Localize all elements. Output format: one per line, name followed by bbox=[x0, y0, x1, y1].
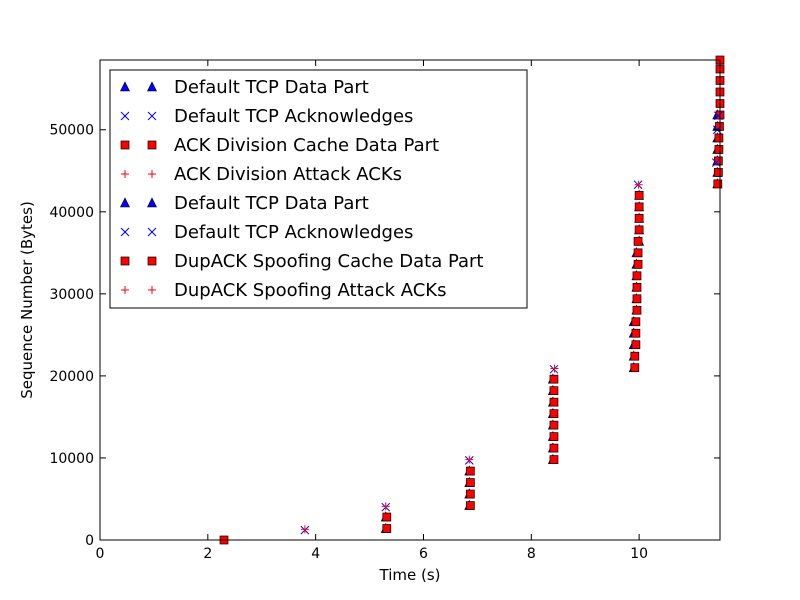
series-2-point-9 bbox=[549, 432, 559, 441]
legend-marker-0-a bbox=[120, 81, 130, 92]
series-2-point-13 bbox=[549, 386, 559, 396]
series-2-point-29 bbox=[634, 202, 644, 212]
series-2-point-14 bbox=[549, 374, 559, 384]
x-tick-label-2: 4 bbox=[311, 546, 320, 562]
series-2-point-27 bbox=[634, 225, 644, 235]
legend-marker-4-b bbox=[147, 197, 157, 208]
series-2-point-3 bbox=[466, 501, 475, 510]
legend-marker-1-b bbox=[147, 111, 157, 121]
legend-label-2: ACK Division Cache Data Part bbox=[174, 135, 439, 156]
series-2-point-28 bbox=[634, 214, 644, 223]
series-2-point-2 bbox=[382, 512, 392, 522]
series-1-point-3 bbox=[549, 364, 559, 374]
legend-label-6: DupACK Spoofing Cache Data Part bbox=[174, 251, 484, 272]
series-2-point-23 bbox=[632, 271, 642, 281]
series-2-point-11 bbox=[549, 409, 559, 418]
x-tick-label-1: 2 bbox=[203, 546, 212, 562]
series-2-point-34 bbox=[714, 145, 724, 154]
legend: Default TCP Data Part Default TCP Acknowl… bbox=[109, 69, 528, 309]
legend-marker-3-a bbox=[121, 170, 129, 178]
x-tick-label-0: 0 bbox=[96, 546, 105, 562]
series-2-point-19 bbox=[631, 317, 641, 327]
series-2-point-5 bbox=[466, 478, 475, 487]
legend-marker-4-a bbox=[120, 197, 130, 208]
series-2-point-21 bbox=[632, 294, 642, 304]
y-tick-label-5: 50000 bbox=[49, 123, 94, 139]
y-tick-label-1: 10000 bbox=[49, 451, 94, 467]
x-tick-label-4: 8 bbox=[527, 546, 536, 562]
x-axis-label: Time (s) bbox=[379, 566, 441, 584]
y-tick-label-0: 0 bbox=[85, 533, 94, 549]
series-2-point-18 bbox=[631, 328, 641, 338]
legend-label-3: ACK Division Attack ACKs bbox=[174, 164, 402, 185]
series-2-point-30 bbox=[634, 191, 644, 200]
legend-label-1: Default TCP Acknowledges bbox=[174, 106, 413, 127]
legend-box bbox=[109, 69, 528, 309]
y-axis-label: Sequence Number (Bytes) bbox=[18, 201, 36, 399]
legend-marker-1-a bbox=[120, 111, 130, 121]
series-2-point-4 bbox=[466, 489, 475, 499]
legend-marker-7-a bbox=[121, 286, 129, 294]
legend-marker-5-b bbox=[147, 227, 157, 237]
legend-marker-2-a bbox=[120, 140, 130, 150]
series-2-point-7 bbox=[549, 455, 559, 464]
legend-label-5: Default TCP Acknowledges bbox=[174, 222, 413, 243]
series-1-point-7 bbox=[714, 111, 723, 121]
legend-marker-3-b bbox=[148, 170, 156, 178]
series-2-point-31 bbox=[713, 179, 723, 189]
legend-marker-2-b bbox=[147, 140, 157, 150]
y-tick-label-4: 40000 bbox=[49, 205, 94, 221]
legend-label-4: Default TCP Data Part bbox=[174, 193, 369, 214]
series-3-point-1 bbox=[381, 502, 390, 511]
series-2-point-8 bbox=[549, 443, 559, 453]
legend-marker-6-b bbox=[147, 256, 157, 266]
series-2-point-17 bbox=[631, 340, 641, 350]
legend-marker-5-a bbox=[120, 227, 130, 237]
series-2-point-15 bbox=[630, 363, 640, 373]
x-tick-label-3: 6 bbox=[419, 546, 428, 562]
series-2-point-6 bbox=[466, 466, 475, 476]
series-3-point-4 bbox=[634, 180, 643, 189]
legend-marker-0-b bbox=[147, 81, 157, 92]
series-2-point-10 bbox=[549, 420, 559, 430]
axis-ticks: 0 2 4 6 8 10 0 10000 20000 30000 40000 50000 bbox=[49, 60, 720, 562]
series-2-point-16 bbox=[630, 351, 640, 361]
series-2-point-32 bbox=[714, 168, 723, 177]
series-3-point-0 bbox=[300, 525, 309, 534]
legend-label-7: DupACK Spoofing Attack ACKs bbox=[174, 280, 447, 301]
series-2-point-35 bbox=[714, 133, 724, 143]
y-tick-label-3: 30000 bbox=[49, 287, 94, 303]
series-2-point-26 bbox=[633, 236, 643, 246]
legend-label-0: Default TCP Data Part bbox=[174, 77, 369, 98]
y-tick-label-2: 20000 bbox=[49, 369, 94, 385]
series-2-point-24 bbox=[633, 259, 643, 269]
series-3-point-3 bbox=[550, 364, 559, 373]
series-1-point-5 bbox=[711, 158, 721, 167]
plot-area-frame bbox=[99, 59, 721, 541]
series-2-point-20 bbox=[632, 305, 642, 315]
series-2-point-36 bbox=[715, 122, 724, 131]
series-3-point-2 bbox=[465, 455, 474, 464]
legend-marker-7-b bbox=[148, 286, 156, 294]
series-2-point-25 bbox=[633, 248, 643, 258]
series-2-point-22 bbox=[632, 282, 642, 292]
legend-marker-6-a bbox=[120, 256, 130, 266]
series-2-point-12 bbox=[549, 397, 559, 407]
x-tick-label-5: 10 bbox=[630, 546, 648, 562]
series-2-point-1 bbox=[382, 524, 392, 533]
